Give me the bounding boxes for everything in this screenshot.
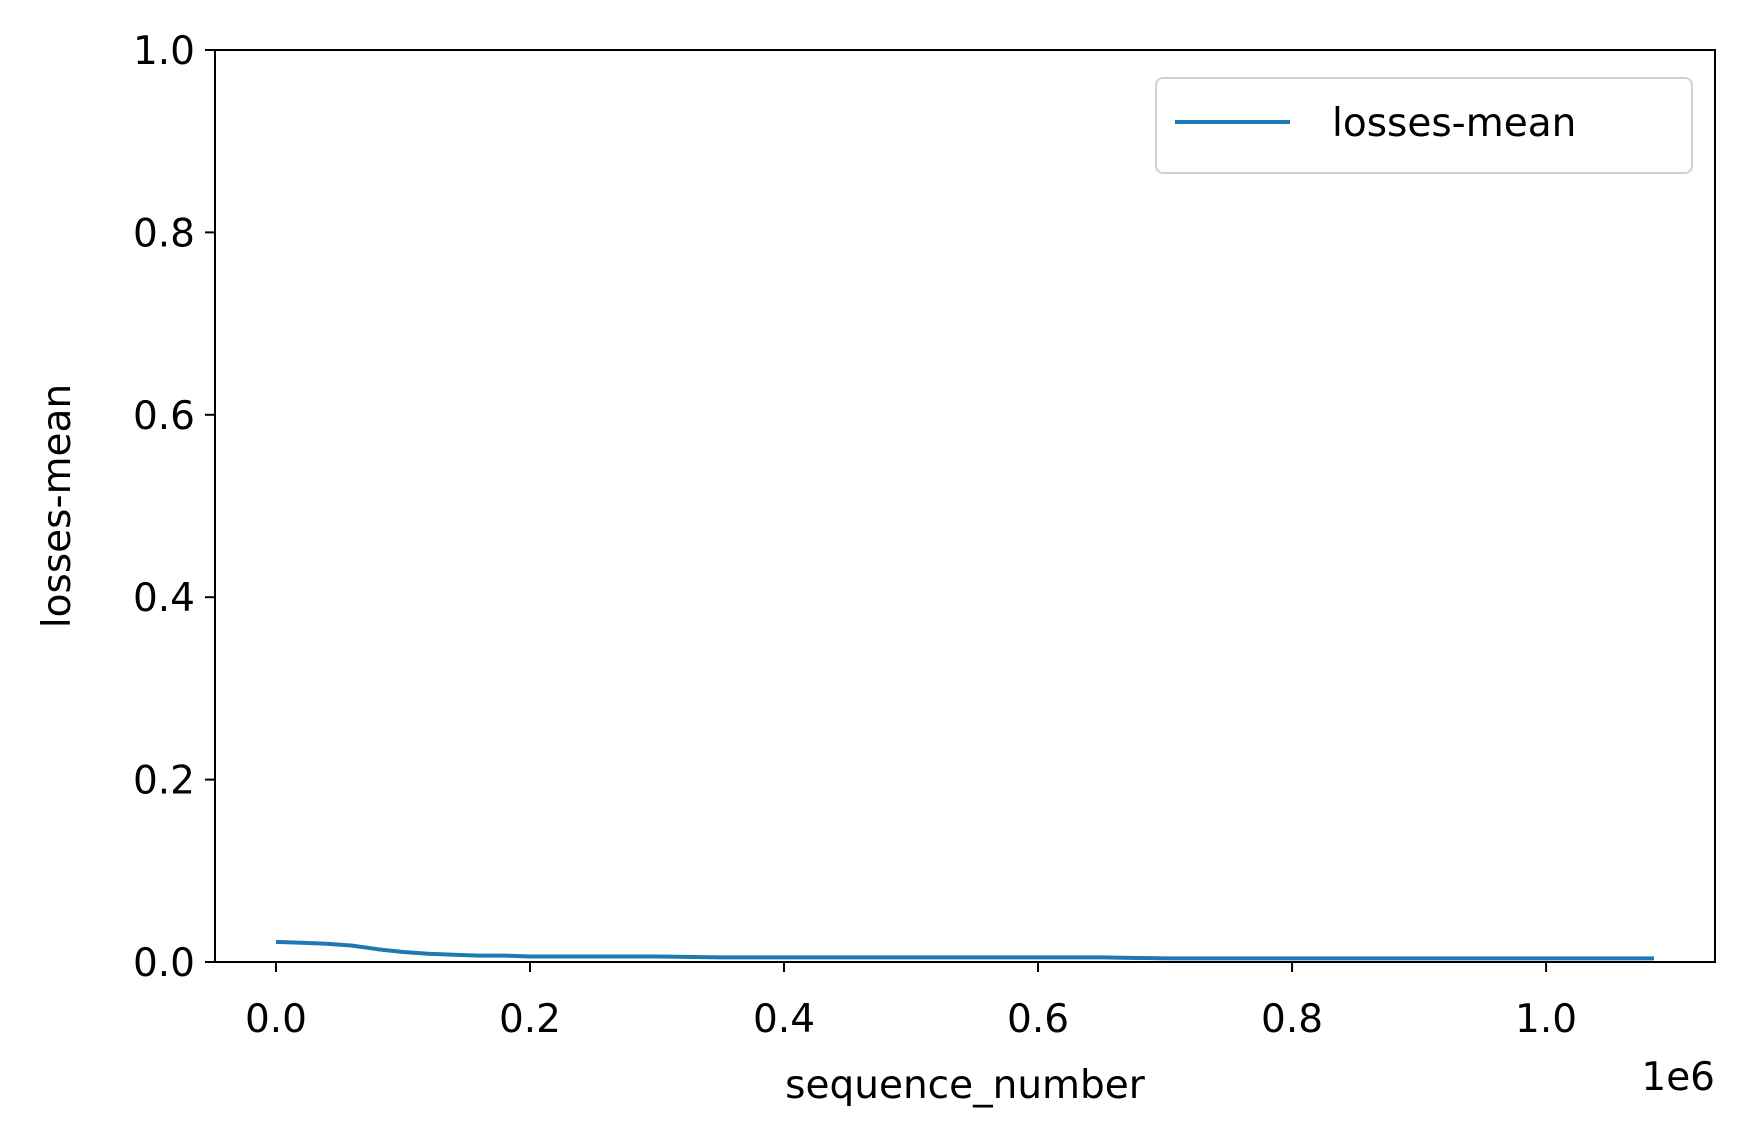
legend: losses-mean: [1155, 77, 1693, 174]
x-axis-label: sequence_number: [785, 1063, 1146, 1108]
x-tick-label: 0.4: [753, 997, 815, 1042]
x-tick-label: 0.0: [245, 997, 307, 1042]
legend-label-losses-mean: losses-mean: [1332, 101, 1576, 146]
y-axis-ticks: 0.0 0.2 0.4 0.6 0.8 1.0: [133, 29, 215, 986]
x-axis-offset-text: 1e6: [1641, 1055, 1715, 1100]
x-tick-label: 1.0: [1515, 997, 1577, 1042]
y-tick-label: 0.0: [133, 941, 195, 986]
y-tick-label: 0.6: [133, 394, 195, 439]
x-tick-label: 0.6: [1007, 997, 1069, 1042]
y-axis-label: losses-mean: [35, 384, 80, 628]
plot-area-frame: [214, 49, 1716, 963]
series-line-losses-mean: [275, 939, 1654, 961]
y-tick-label: 0.8: [133, 211, 195, 256]
x-tick-label: 0.2: [499, 997, 561, 1042]
legend-frame: [1155, 77, 1693, 174]
y-tick-label: 1.0: [133, 29, 195, 74]
y-tick-label: 0.2: [133, 759, 195, 804]
x-axis-ticks: 0.0 0.2 0.4 0.6 0.8 1.0: [245, 962, 1577, 1042]
x-tick-label: 0.8: [1261, 997, 1323, 1042]
series-layer: [275, 939, 1654, 961]
y-tick-label: 0.4: [133, 576, 195, 621]
